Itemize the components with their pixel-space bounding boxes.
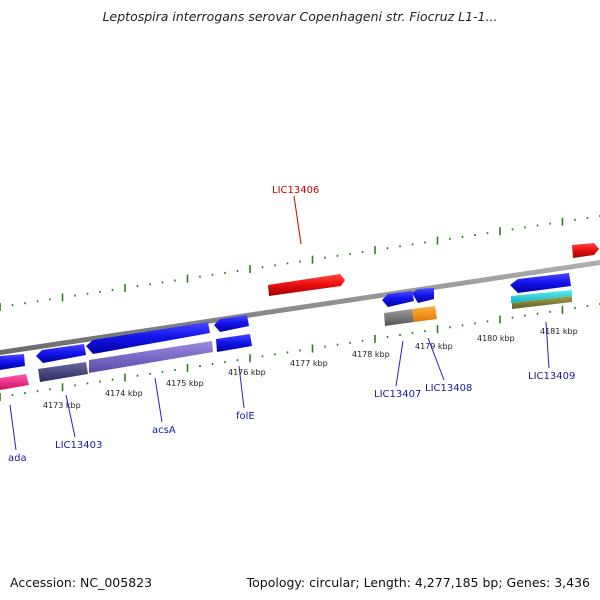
inner-tick-marks	[0, 303, 600, 401]
gene-feature-acsA-upper[interactable]	[86, 322, 210, 354]
connector-lic13408	[427, 337, 445, 381]
kbp-scale: 4173 kbp 4174 kbp 4175 kbp 4176 kbp 4177…	[43, 327, 578, 410]
gene-label-acsA[interactable]: acsA	[152, 425, 176, 436]
connector-folE	[238, 365, 245, 409]
gene-feature-blue-1[interactable]	[36, 344, 86, 363]
gene-label-lic13403[interactable]: LIC13403	[55, 440, 102, 451]
outer-tick-marks	[0, 215, 600, 311]
connector-ada	[9, 404, 17, 451]
gene-feature-blue-4[interactable]	[412, 288, 434, 303]
connector-lic13409	[545, 321, 550, 369]
gene-label-ada[interactable]: ada	[8, 453, 27, 464]
gene-label-lic13409[interactable]: LIC13409	[528, 371, 575, 382]
topology-text: Topology: circular; Length: 4,277,185 bp…	[246, 575, 590, 590]
kbp-label: 4178 kbp	[352, 350, 390, 359]
gene-feature-blue-3[interactable]	[382, 291, 414, 307]
kbp-label: 4175 kbp	[166, 379, 204, 388]
inner-strand-features	[0, 273, 572, 390]
kbp-label: 4176 kbp	[228, 368, 266, 377]
kbp-label: 4179 kbp	[415, 342, 453, 351]
gene-feature-lic13409-cyan[interactable]	[511, 290, 572, 303]
connector-lic13406	[293, 195, 302, 245]
gene-feature-acsA[interactable]	[89, 341, 213, 373]
kbp-label: 4181 kbp	[540, 327, 578, 336]
gene-label-folE[interactable]: folE	[236, 411, 255, 422]
gene-feature-lic13409[interactable]	[512, 296, 572, 309]
gene-feature-folE[interactable]	[216, 334, 252, 352]
gene-feature-blue-5[interactable]	[510, 273, 571, 293]
kbp-label: 4177 kbp	[290, 359, 328, 368]
kbp-label: 4173 kbp	[43, 401, 81, 410]
connector-lic13403	[65, 394, 76, 438]
kbp-label: 4180 kbp	[477, 334, 515, 343]
gene-labels: ada LIC13403 acsA folE LIC13406 LIC13407…	[8, 185, 575, 464]
gene-label-lic13406[interactable]: LIC13406	[272, 185, 319, 196]
gene-feature-left-blue[interactable]	[0, 354, 25, 370]
gene-feature-lic13407[interactable]	[384, 309, 414, 326]
gene-feature-lic13406[interactable]	[268, 274, 345, 296]
gene-feature-right-red[interactable]	[572, 243, 599, 258]
gene-feature-lic13403[interactable]	[38, 362, 88, 382]
connector-lic13407	[395, 340, 404, 387]
gene-feature-ada[interactable]	[0, 374, 29, 390]
gene-label-lic13408[interactable]: LIC13408	[425, 383, 472, 394]
gene-label-lic13407[interactable]: LIC13407	[374, 389, 421, 400]
gene-label-connectors	[9, 195, 550, 451]
kbp-label: 4174 kbp	[105, 389, 143, 398]
connector-acsA	[154, 377, 163, 423]
gene-feature-lic13408[interactable]	[412, 306, 437, 322]
gene-feature-blue-2[interactable]	[214, 315, 249, 332]
accession-text: Accession: NC_005823	[10, 575, 153, 590]
map-title: Leptospira interrogans serovar Copenhage…	[102, 9, 498, 24]
outer-strand-features	[268, 243, 599, 296]
